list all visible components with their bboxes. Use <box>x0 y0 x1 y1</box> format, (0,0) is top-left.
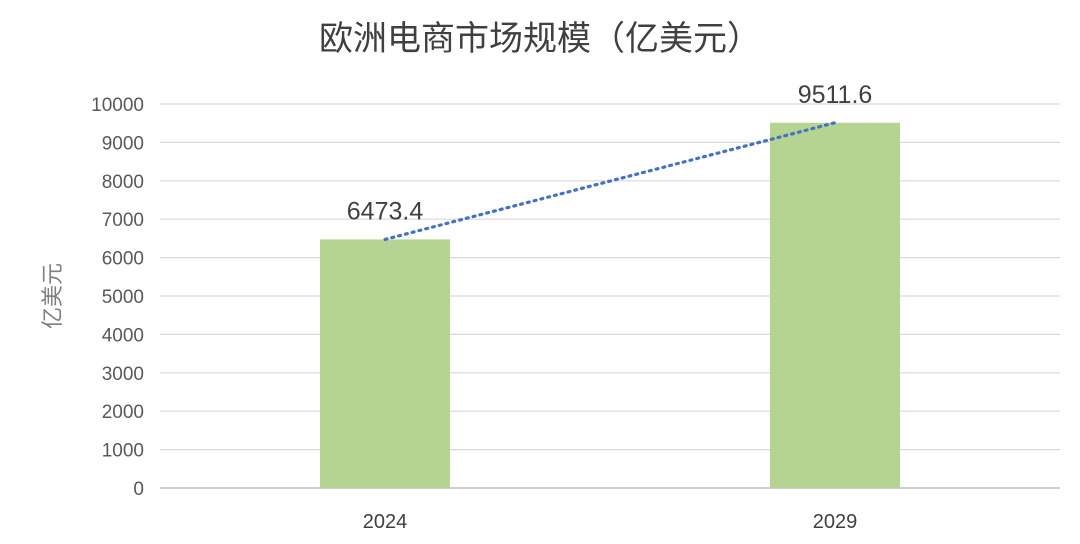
y-tick-label: 2000 <box>102 402 144 423</box>
y-tick-label: 7000 <box>102 210 144 231</box>
y-tick-label: 6000 <box>102 249 144 270</box>
bar-2029 <box>770 122 900 488</box>
y-tick-label: 3000 <box>102 364 144 385</box>
data-labels: 6473.4 9511.6 <box>347 81 873 226</box>
chart-title: 欧洲电商市场规模（亿美元） <box>319 19 761 59</box>
y-tick-label: 8000 <box>102 172 144 193</box>
y-tick-label: 9000 <box>102 133 144 154</box>
y-tick-label: 10000 <box>91 95 144 116</box>
bars <box>320 122 900 488</box>
data-label-2024: 6473.4 <box>347 197 424 225</box>
x-tick-label: 2024 <box>363 511 408 533</box>
data-label-2029: 9511.6 <box>798 81 873 109</box>
bar-2024 <box>320 239 450 488</box>
y-tick-label: 4000 <box>102 325 144 346</box>
y-axis-label: 亿美元 <box>41 263 66 329</box>
y-tick-label: 1000 <box>102 441 144 462</box>
x-axis-ticks: 2024 2029 <box>363 511 858 533</box>
x-tick-label: 2029 <box>813 511 858 533</box>
trendline-line <box>383 121 837 242</box>
y-tick-label: 0 <box>133 479 144 500</box>
trendline <box>383 121 837 242</box>
y-axis-ticks: 0 1000 2000 3000 4000 5000 6000 7000 8000 9000 100… <box>91 95 144 500</box>
y-tick-label: 5000 <box>102 287 144 308</box>
gridlines <box>160 103 1060 489</box>
